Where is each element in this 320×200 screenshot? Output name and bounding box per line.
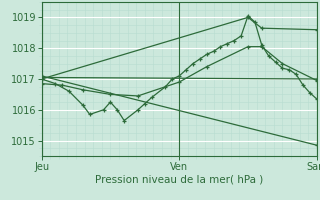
X-axis label: Pression niveau de la mer( hPa ): Pression niveau de la mer( hPa )	[95, 174, 263, 184]
